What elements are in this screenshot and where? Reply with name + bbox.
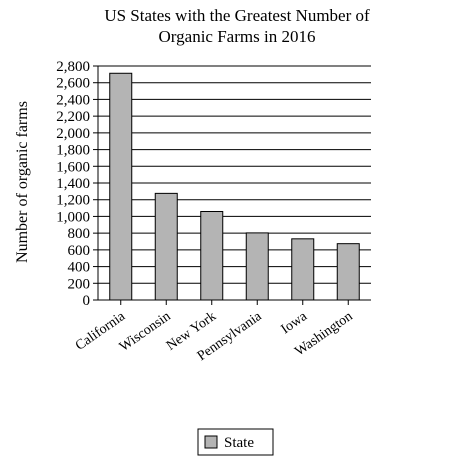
legend-label: State bbox=[224, 435, 254, 451]
bar-washington bbox=[336, 243, 360, 301]
bars bbox=[109, 72, 360, 301]
y-tick-label: 800 bbox=[68, 226, 91, 242]
y-tick-label: 0 bbox=[83, 293, 91, 309]
y-tick-label: 400 bbox=[68, 260, 91, 276]
legend: State bbox=[197, 428, 274, 456]
legend-swatch bbox=[204, 435, 218, 449]
y-tick-label: 600 bbox=[68, 243, 91, 259]
chart-title-line-1: US States with the Greatest Number of bbox=[104, 6, 370, 25]
y-tick-label: 2,200 bbox=[56, 109, 90, 125]
y-tick-label: 2,800 bbox=[56, 59, 90, 75]
bar-california bbox=[109, 72, 133, 301]
axes bbox=[93, 65, 371, 305]
x-tick-label: Iowa bbox=[279, 309, 311, 338]
y-tick-labels: 02004006008001,0001,2001,4001,6001,8002,… bbox=[56, 59, 90, 309]
y-tick-label: 1,800 bbox=[56, 143, 90, 159]
bar-pennsylvania bbox=[245, 232, 269, 301]
y-tick-label: 2,600 bbox=[56, 76, 90, 92]
x-tick-label: Wisconsin bbox=[117, 309, 174, 355]
y-tick-label: 1,000 bbox=[56, 209, 90, 225]
y-tick-label: 200 bbox=[68, 276, 91, 292]
chart-title-line-2: Organic Farms in 2016 bbox=[159, 27, 316, 46]
y-axis-label: Number of organic farms bbox=[14, 101, 31, 263]
bar-iowa bbox=[291, 238, 315, 301]
y-tick-label: 2,000 bbox=[56, 126, 90, 142]
y-tick-label: 1,600 bbox=[56, 159, 90, 175]
gridlines bbox=[98, 65, 371, 284]
bar-new-york bbox=[200, 210, 224, 301]
y-tick-label: 2,400 bbox=[56, 92, 90, 108]
y-tick-label: 1,200 bbox=[56, 193, 90, 209]
bar-wisconsin bbox=[154, 192, 178, 301]
y-tick-label: 1,400 bbox=[56, 176, 90, 192]
